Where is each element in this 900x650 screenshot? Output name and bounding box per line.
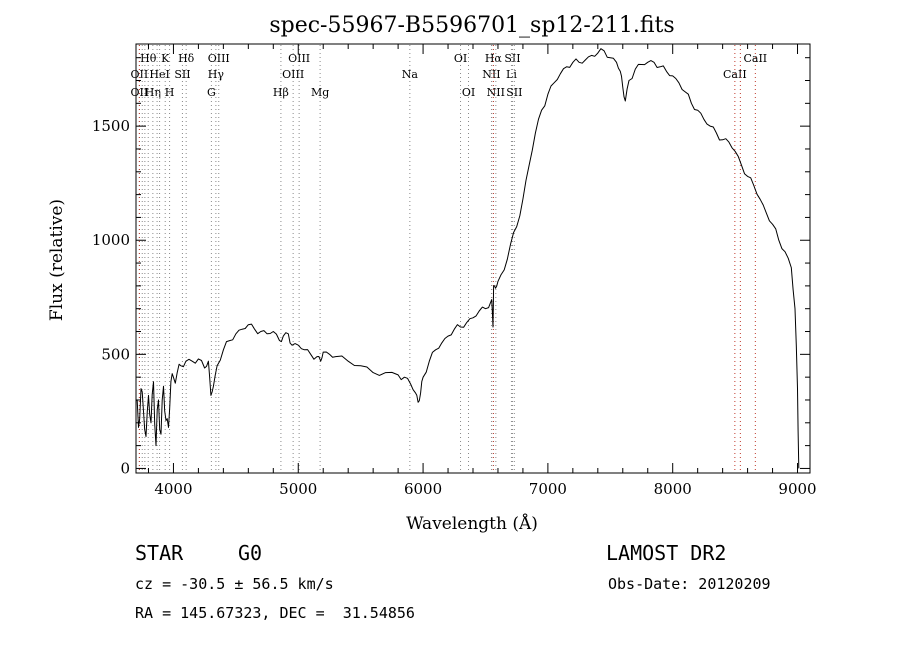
y-tick-label: 1500 [92,117,130,135]
x-tick-label: 6000 [404,480,442,498]
spectrum-line [135,48,800,469]
survey-name: LAMOST DR2 [606,541,727,565]
obs-date: Obs-Date: 20120209 [608,575,771,593]
vacuum-label: Hα [485,52,503,65]
vacuum-label: G [207,86,216,99]
coordinates-readout: RA = 145.67323, DEC = 31.54856 [135,604,415,622]
vacuum-label: Hδ [178,52,195,65]
vacuum-label: OIII [288,52,310,65]
vacuum-label: OI [454,52,467,65]
vacuum-label: Hβ [273,86,289,99]
y-tick-label: 1000 [92,231,130,249]
vacuum-label: NII [487,86,505,99]
vacuum-label: SII [504,52,520,65]
vacuum-label: OI [462,86,475,99]
chart-title: spec-55967-B5596701_sp12-211.fits [269,13,674,38]
x-tick-label: 9000 [778,480,816,498]
vacuum-label: OII [131,68,149,81]
vacuum-label: Hγ [208,68,225,81]
x-tick-label: 8000 [654,480,692,498]
red-label: CaII [723,68,747,81]
y-axis-label: Flux (relative) [47,199,67,321]
vacuum-label: K [161,52,170,65]
object-subclass: G0 [238,541,263,565]
vacuum-label: Na [402,68,419,81]
x-tick-label: 5000 [279,480,317,498]
redshift-readout: cz = -30.5 ± 56.5 km/s [135,575,334,593]
y-tick-label: 0 [120,459,130,477]
vacuum-label: SII [506,86,522,99]
y-tick-label: 500 [101,345,130,363]
red-label: OII [131,86,149,99]
vacuum-label: Hθ [140,52,157,65]
x-tick-label: 4000 [154,480,192,498]
x-axis-label: Wavelength (Å) [406,513,538,534]
vacuum-label: Li [506,68,517,81]
object-class: STAR [135,541,184,565]
vacuum-label: HeI [149,68,169,81]
vacuum-label: NII [482,68,500,81]
red-label: CaII [743,52,767,65]
vacuum-label: H [165,86,175,99]
vacuum-label: Mg [311,86,329,99]
x-tick-label: 7000 [529,480,567,498]
vacuum-label: OIII [208,52,230,65]
vacuum-label: SII [174,68,190,81]
plot-frame [135,43,811,474]
vacuum-label: OIII [282,68,304,81]
